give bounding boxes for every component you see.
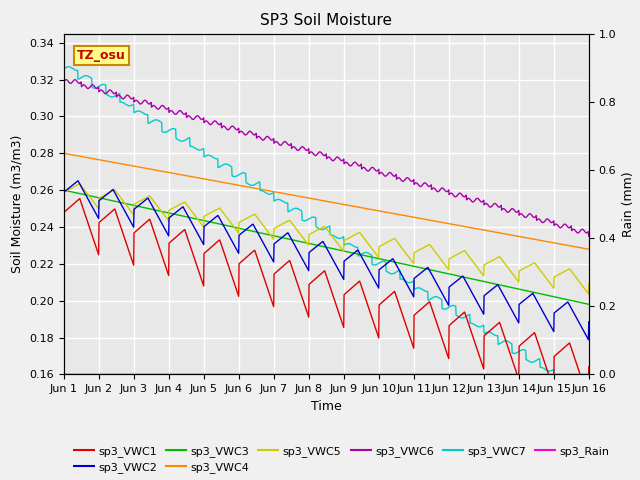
sp3_VWC2 [60, 189, 68, 195]
sp3_VWC5 [283, 219, 291, 225]
sp3_VWC2 [74, 178, 82, 184]
sp3_Rain [100, 372, 108, 377]
sp3_VWC3 [122, 201, 130, 206]
Line: sp3_VWC3: sp3_VWC3 [64, 190, 589, 304]
Line: sp3_VWC4: sp3_VWC4 [64, 153, 589, 249]
Text: TZ_osu: TZ_osu [77, 49, 126, 62]
sp3_VWC3 [303, 240, 311, 246]
Line: sp3_VWC2: sp3_VWC2 [64, 181, 589, 340]
sp3_VWC1 [60, 209, 68, 215]
sp3_VWC2 [303, 265, 311, 271]
sp3_Rain [283, 372, 291, 377]
sp3_VWC4 [303, 195, 311, 201]
sp3_Rain [122, 372, 130, 377]
sp3_VWC5 [303, 240, 311, 246]
Legend: sp3_VWC1, sp3_VWC2, sp3_VWC3, sp3_VWC4, sp3_VWC5, sp3_VWC6, sp3_VWC7, sp3_Rain: sp3_VWC1, sp3_VWC2, sp3_VWC3, sp3_VWC4, … [70, 441, 614, 478]
sp3_VWC3 [585, 301, 593, 307]
sp3_VWC7 [65, 64, 72, 70]
sp3_VWC5 [584, 291, 592, 297]
sp3_VWC2 [122, 211, 130, 216]
sp3_Rain [60, 372, 68, 377]
sp3_VWC4 [585, 246, 593, 252]
sp3_VWC1 [101, 215, 109, 220]
sp3_VWC1 [122, 240, 130, 246]
sp3_VWC2 [585, 319, 593, 325]
sp3_VWC4 [100, 158, 108, 164]
sp3_VWC7 [294, 206, 301, 212]
Line: sp3_VWC1: sp3_VWC1 [64, 199, 589, 399]
sp3_VWC1 [303, 310, 311, 316]
sp3_VWC7 [122, 102, 130, 108]
Line: sp3_VWC7: sp3_VWC7 [64, 67, 589, 397]
sp3_VWC7 [580, 395, 588, 400]
sp3_VWC5 [359, 234, 367, 240]
sp3_VWC4 [122, 162, 130, 168]
sp3_VWC3 [60, 187, 68, 193]
sp3_VWC4 [294, 193, 301, 199]
sp3_VWC6 [294, 147, 301, 153]
sp3_VWC6 [283, 141, 291, 146]
sp3_VWC2 [101, 193, 109, 199]
sp3_VWC6 [60, 79, 68, 84]
sp3_VWC4 [359, 205, 367, 211]
sp3_VWC7 [359, 251, 367, 256]
sp3_VWC1 [294, 282, 301, 288]
sp3_VWC3 [294, 238, 301, 244]
sp3_VWC1 [283, 260, 291, 265]
sp3_VWC3 [283, 236, 291, 241]
Y-axis label: Rain (mm): Rain (mm) [622, 171, 635, 237]
sp3_VWC2 [359, 256, 367, 262]
sp3_VWC6 [71, 77, 79, 83]
sp3_VWC6 [101, 91, 109, 96]
sp3_VWC5 [60, 189, 68, 195]
sp3_VWC6 [303, 147, 311, 153]
Y-axis label: Soil Moisture (m3/m3): Soil Moisture (m3/m3) [11, 135, 24, 273]
X-axis label: Time: Time [311, 400, 342, 413]
Line: sp3_VWC5: sp3_VWC5 [64, 184, 589, 294]
sp3_VWC7 [303, 217, 311, 223]
sp3_VWC6 [122, 93, 130, 98]
sp3_VWC1 [76, 196, 84, 202]
sp3_VWC5 [122, 202, 130, 208]
sp3_VWC6 [585, 233, 593, 239]
sp3_VWC5 [585, 280, 593, 286]
sp3_VWC7 [283, 200, 291, 206]
sp3_VWC4 [283, 191, 291, 197]
sp3_Rain [303, 372, 311, 377]
sp3_VWC1 [584, 396, 592, 402]
sp3_VWC7 [585, 393, 593, 399]
sp3_VWC5 [294, 228, 301, 234]
Line: sp3_VWC6: sp3_VWC6 [64, 80, 589, 236]
sp3_VWC7 [60, 66, 68, 72]
sp3_VWC1 [585, 364, 593, 370]
sp3_VWC1 [359, 288, 367, 294]
sp3_VWC5 [101, 192, 109, 198]
sp3_Rain [359, 372, 367, 377]
sp3_VWC3 [100, 196, 108, 202]
sp3_VWC2 [294, 248, 301, 254]
sp3_VWC7 [101, 82, 109, 88]
sp3_VWC3 [359, 252, 367, 258]
sp3_VWC4 [60, 150, 68, 156]
sp3_VWC5 [76, 181, 84, 187]
Title: SP3 Soil Moisture: SP3 Soil Moisture [260, 13, 392, 28]
sp3_VWC2 [584, 337, 592, 343]
sp3_VWC6 [359, 165, 367, 170]
sp3_Rain [294, 372, 301, 377]
sp3_VWC2 [283, 230, 291, 236]
sp3_Rain [585, 372, 593, 377]
